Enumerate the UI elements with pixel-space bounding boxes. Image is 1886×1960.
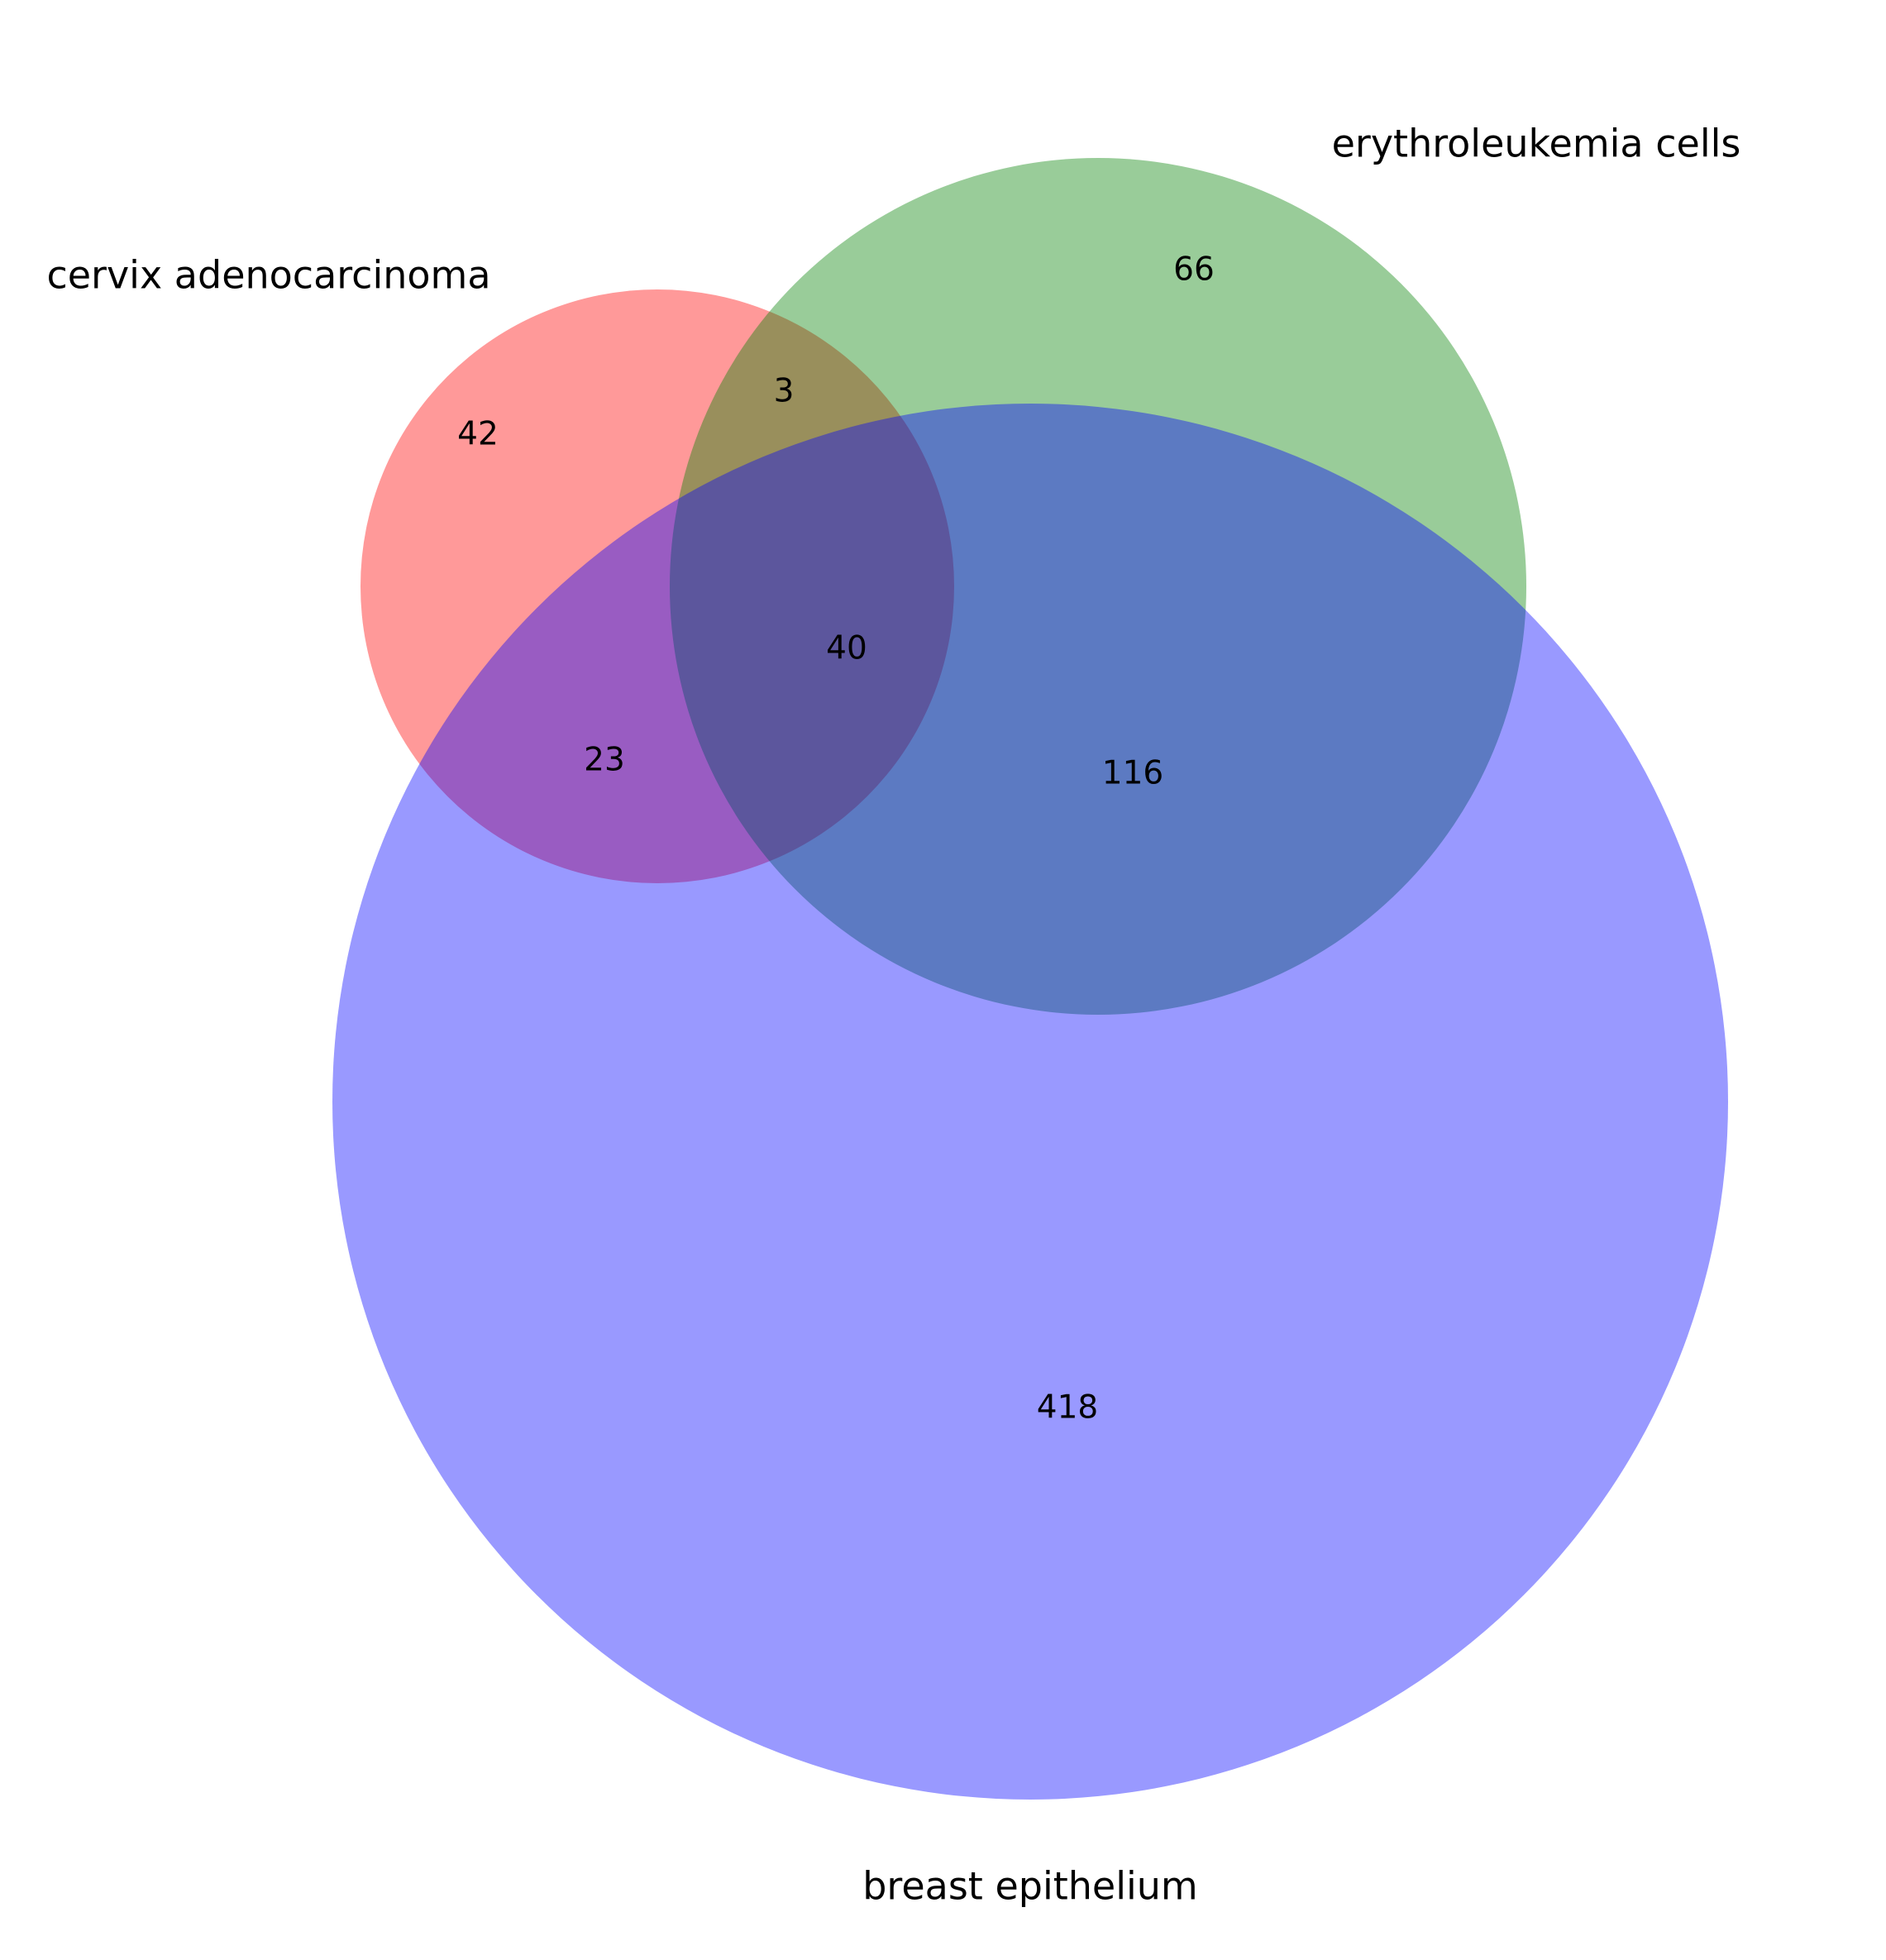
set-circle-erythroleukemia-cells bbox=[670, 158, 1526, 1015]
set-label-breast-epithelium: breast epithelium bbox=[862, 1864, 1198, 1909]
set-label-cervix-adenocarcinoma: cervix adenocarcinoma bbox=[46, 253, 490, 298]
region-count-cervix-erythroleukemia: 3 bbox=[774, 373, 795, 410]
region-count-erythroleukemia-only: 66 bbox=[1173, 251, 1215, 289]
set-circle-cervix-adenocarcinoma bbox=[360, 289, 954, 883]
region-count-breast-only: 418 bbox=[1037, 1389, 1098, 1427]
set-label-erythroleukemia-cells: erythroleukemia cells bbox=[1332, 122, 1741, 166]
region-count-all-three: 40 bbox=[826, 630, 867, 667]
region-count-cervix-breast: 23 bbox=[584, 742, 625, 779]
region-count-cervix-only: 42 bbox=[457, 416, 499, 453]
set-circle-breast-epithelium bbox=[332, 404, 1728, 1800]
region-count-erythroleukemia-breast: 116 bbox=[1102, 755, 1163, 792]
